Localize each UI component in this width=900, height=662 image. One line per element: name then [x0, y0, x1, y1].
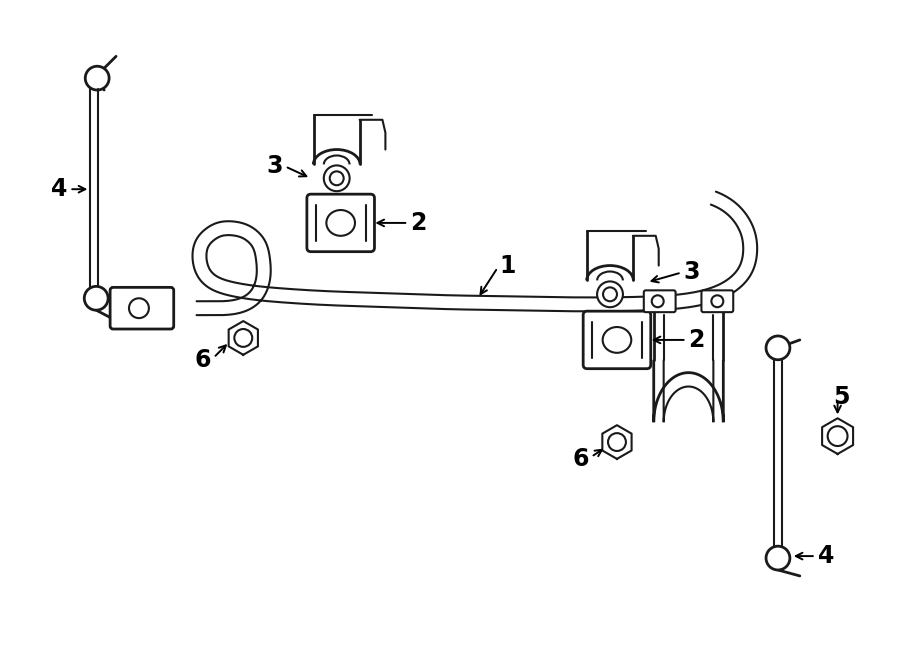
Text: 5: 5: [833, 385, 850, 409]
Circle shape: [766, 546, 790, 570]
Text: 6: 6: [195, 348, 212, 372]
FancyBboxPatch shape: [110, 287, 174, 329]
Circle shape: [766, 336, 790, 359]
Text: 4: 4: [818, 544, 834, 568]
Circle shape: [597, 281, 623, 307]
Polygon shape: [602, 425, 632, 459]
Text: 1: 1: [500, 254, 516, 277]
Circle shape: [129, 299, 148, 318]
Text: 2: 2: [410, 211, 427, 235]
Ellipse shape: [327, 210, 355, 236]
Circle shape: [85, 287, 108, 310]
Circle shape: [828, 426, 848, 446]
FancyBboxPatch shape: [701, 291, 734, 312]
Polygon shape: [193, 192, 757, 315]
Circle shape: [652, 295, 663, 307]
Text: 3: 3: [683, 260, 700, 285]
Circle shape: [711, 295, 724, 307]
Polygon shape: [822, 418, 853, 454]
FancyBboxPatch shape: [307, 194, 374, 252]
Text: 2: 2: [688, 328, 705, 352]
FancyBboxPatch shape: [583, 311, 651, 369]
Polygon shape: [229, 321, 258, 355]
Circle shape: [329, 171, 344, 185]
Text: 6: 6: [572, 447, 590, 471]
Circle shape: [234, 329, 252, 347]
Circle shape: [603, 287, 617, 301]
Text: 3: 3: [266, 154, 283, 178]
Circle shape: [86, 66, 109, 90]
FancyBboxPatch shape: [644, 291, 676, 312]
Circle shape: [608, 433, 626, 451]
Ellipse shape: [603, 327, 631, 353]
Text: 4: 4: [51, 177, 68, 201]
Circle shape: [324, 166, 349, 191]
